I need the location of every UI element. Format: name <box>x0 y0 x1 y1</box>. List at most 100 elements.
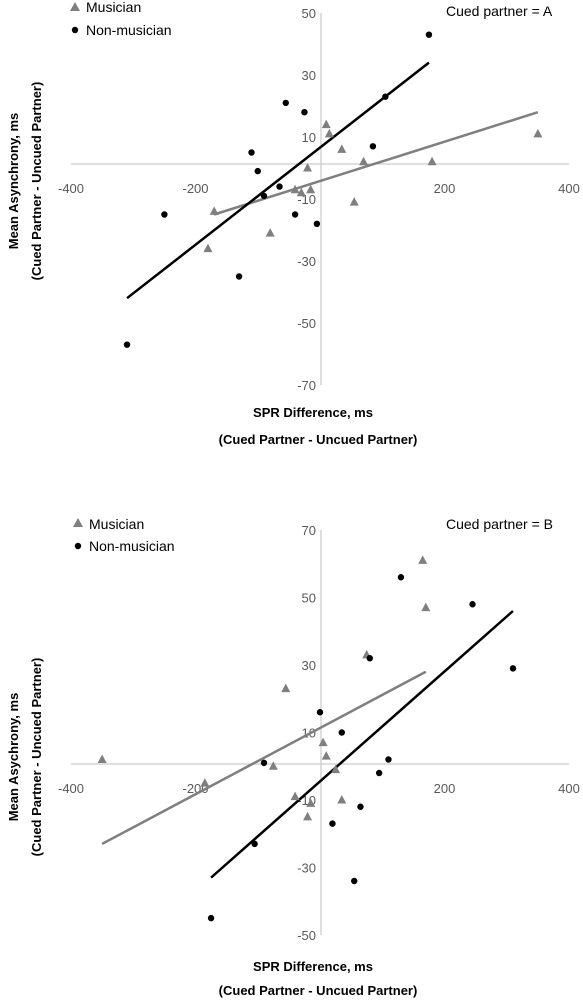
nonmusician-point-a <box>425 31 433 38</box>
y-tick-label-a: 10 <box>302 130 316 145</box>
musician-point-b <box>331 764 341 774</box>
musician-point-b <box>418 555 428 564</box>
musician-point-b <box>306 798 316 807</box>
x-axis-label-b-line1: SPR Difference, ms <box>253 959 373 974</box>
musician-point-a <box>324 128 334 138</box>
musician-point-a <box>427 156 437 166</box>
x-tick-label-a: -200 <box>182 181 208 196</box>
musician-point-a <box>265 228 275 237</box>
musician-point-a <box>203 243 213 253</box>
musician-point-b <box>200 778 210 787</box>
nonmusician-point-b <box>329 820 336 827</box>
musician-point-b <box>421 602 431 612</box>
musician-point-b <box>337 795 347 804</box>
y-tick-label-b: -50 <box>297 928 316 943</box>
legend-nonmusician-label-b: Non-musician <box>89 538 175 554</box>
musician-point-b <box>290 791 300 801</box>
nonmusician-point-a <box>161 211 168 218</box>
y-tick-label-a: -70 <box>297 378 316 393</box>
legend-nonmusician-marker-b <box>74 542 82 550</box>
x-tick-label-a: 200 <box>434 181 456 196</box>
musician-point-b <box>303 811 313 821</box>
legend-musician-label-b: Musician <box>89 516 144 532</box>
musician-point-a <box>321 119 331 129</box>
nonmusician-point-b <box>469 601 476 608</box>
musician-point-a <box>349 197 359 206</box>
x-tick-label-b: -400 <box>58 781 84 796</box>
musician-point-b <box>97 754 107 763</box>
legend-nonmusician-label-a: Non-musician <box>86 22 172 38</box>
musician-point-a <box>290 184 300 194</box>
nonmusician-point-b <box>351 877 358 885</box>
x-tick-label-b: 200 <box>434 781 456 796</box>
nonmusician-point-a <box>369 143 377 150</box>
x-tick-label-a: 400 <box>558 181 580 196</box>
musician-point-b <box>321 751 331 760</box>
y-axis-label-b-line1: Mean Asychrony, ms <box>6 693 21 822</box>
musician-point-a <box>296 187 306 197</box>
y-tick-label-a: 30 <box>302 68 316 83</box>
legend-a: Musician Non-musician <box>70 0 172 38</box>
legend-nonmusician-marker-a <box>71 26 79 34</box>
y-tick-label-b: 30 <box>302 658 316 673</box>
nonmusician-point-a <box>123 341 131 348</box>
y-tick-label-a: 50 <box>302 6 316 21</box>
nonmusician-point-b <box>375 769 383 777</box>
musician-point-b <box>268 761 278 770</box>
nonmusician-point-a <box>235 273 243 280</box>
y-tick-label-a: -30 <box>297 254 316 269</box>
musician-point-b <box>318 737 328 747</box>
musician-trend-line-b <box>101 670 427 845</box>
nonmusician-trend-line-a <box>126 61 430 300</box>
legend-musician-label-a: Musician <box>86 0 141 15</box>
nonmusician-point-b <box>251 840 258 848</box>
nonmusician-point-b <box>338 729 345 736</box>
musician-point-a <box>303 163 313 172</box>
nonmusician-point-b <box>509 665 517 672</box>
y-tick-label-a: -50 <box>297 316 316 331</box>
y-tick-label-b: 70 <box>302 523 316 538</box>
nonmusician-point-a <box>313 220 321 227</box>
musician-point-a <box>209 206 219 215</box>
chart-annotation-a: Cued partner = A <box>446 3 553 19</box>
nonmusician-point-b <box>260 759 268 767</box>
nonmusician-point-b <box>207 914 215 922</box>
trend-lines-a <box>126 61 539 300</box>
musician-point-b <box>281 683 291 693</box>
musician-trend-line-a <box>213 111 539 216</box>
y-axis-label-a-line1: Mean Asynchrony, ms <box>6 113 21 250</box>
x-axis-label-a-line2: (Cued Partner - Uncued Partner) <box>219 432 418 447</box>
musician-point-a <box>306 184 316 194</box>
nonmusician-point-a <box>254 167 261 175</box>
nonmusician-point-b <box>316 709 324 716</box>
trend-lines-b <box>101 610 514 879</box>
y-tick-label-b: -30 <box>297 861 316 876</box>
data-points-a <box>123 31 543 348</box>
nonmusician-point-b <box>397 574 405 581</box>
x-axis-label-b-line2: (Cued Partner - Uncued Partner) <box>219 983 418 998</box>
nonmusician-point-a <box>260 192 268 200</box>
nonmusician-point-a <box>282 99 289 107</box>
legend-musician-marker-a <box>70 2 80 11</box>
nonmusician-point-a <box>276 183 283 190</box>
data-points-b <box>97 555 517 922</box>
nonmusician-point-a <box>291 211 299 218</box>
musician-point-a <box>337 144 347 153</box>
nonmusician-point-b <box>357 803 364 810</box>
musician-point-a <box>359 156 369 166</box>
nonmusician-point-b <box>366 655 373 662</box>
x-tick-label-b: 400 <box>558 781 580 796</box>
legend-musician-marker-b <box>73 518 83 527</box>
nonmusician-point-b <box>385 756 392 763</box>
y-axis-label-b-line2: (Cued Partner - Uncued Partner) <box>29 658 44 857</box>
nonmusician-trend-line-b <box>210 610 514 879</box>
musician-point-a <box>533 128 543 138</box>
y-tick-label-b: 50 <box>302 591 316 606</box>
nonmusician-point-a <box>382 93 389 100</box>
y-axis-label-a-line2: (Cued Partner - Uncued Partner) <box>29 82 44 281</box>
nonmusician-point-a <box>248 149 255 156</box>
